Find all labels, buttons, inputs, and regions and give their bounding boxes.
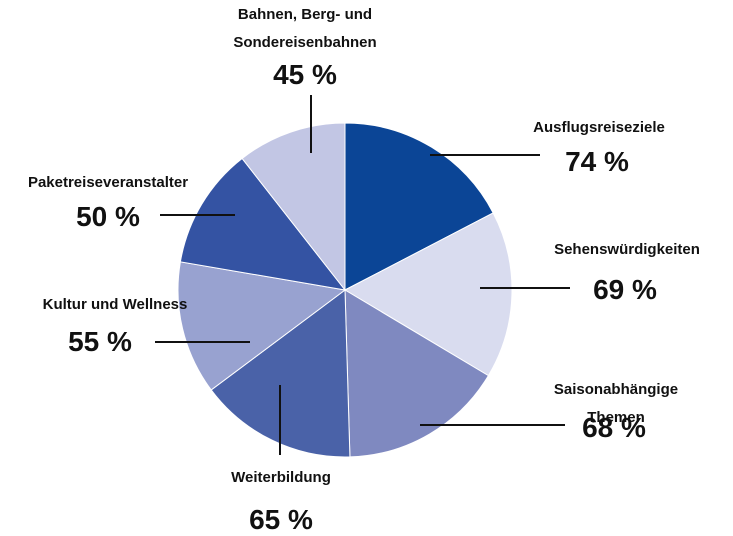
pie-slice: [179, 157, 347, 291]
value-label: 55 %: [68, 326, 132, 357]
slice-label: Bahnen, Berg- und Sondereisenbahnen: [233, 6, 377, 51]
pie-slice: [343, 212, 513, 377]
slice-label: Weiterbildung: [231, 469, 331, 486]
pie-slice: [177, 261, 347, 391]
slice-label: Kultur und Wellness: [42, 296, 188, 313]
pie-slice: [241, 122, 346, 292]
slice-label: Ausflugsreiseziele: [533, 119, 665, 136]
slice-label: Saisonabhängige Themen: [553, 381, 679, 426]
value-label: 69 %: [593, 274, 657, 305]
pie-slice: [344, 289, 490, 458]
value-label: 50 %: [76, 201, 140, 232]
value-label: 65 %: [249, 504, 313, 535]
pie-slice: [210, 289, 351, 458]
value-label: 74 %: [565, 146, 629, 177]
pie-slice: [344, 122, 494, 291]
value-label: 68 %: [582, 412, 646, 443]
slice-label: Paketreiseveranstalter: [27, 174, 189, 191]
value-label: 45 %: [273, 59, 337, 90]
slice-label: Sehenswürdigkeiten: [554, 241, 700, 258]
